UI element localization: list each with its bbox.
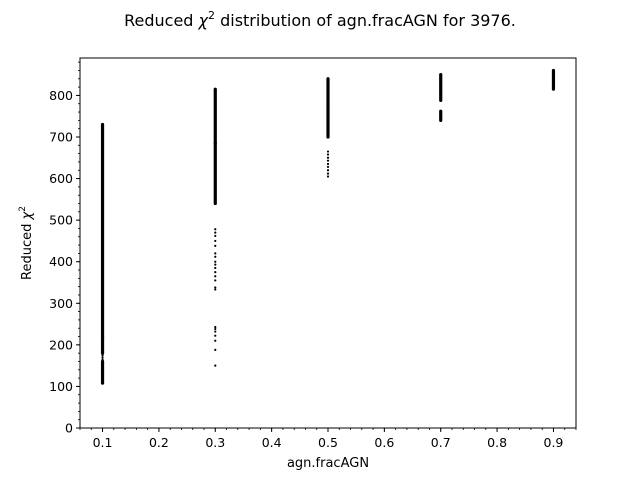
data-point: [326, 150, 330, 153]
data-point: [326, 159, 330, 162]
data-point: [214, 275, 217, 278]
x-tick-label: 0.8: [487, 435, 507, 450]
data-point: [214, 334, 217, 337]
data-point: [214, 239, 217, 243]
x-tick-label: 0.6: [374, 435, 394, 450]
data-point: [101, 359, 104, 362]
y-tick-label: 100: [49, 379, 73, 394]
data-point: [326, 162, 330, 166]
data-point: [326, 172, 330, 175]
data-point: [326, 153, 330, 156]
data-point: [214, 266, 217, 270]
y-tick-label: 600: [49, 171, 73, 186]
data-point: [101, 372, 104, 376]
data-point: [214, 271, 217, 274]
data-point: [214, 228, 217, 231]
data-point: [326, 156, 330, 159]
data-point: [214, 348, 217, 351]
y-tick-label: 700: [49, 129, 73, 144]
y-tick-label: 300: [49, 296, 73, 311]
x-tick-label: 0.4: [262, 435, 282, 450]
data-point: [214, 339, 217, 342]
data-point: [101, 369, 104, 372]
x-tick-label: 0.1: [93, 435, 113, 450]
data-point: [326, 169, 330, 172]
data-point: [214, 286, 217, 289]
data-point: [214, 234, 217, 238]
y-tick-label: 500: [49, 213, 73, 228]
data-point: [101, 352, 104, 356]
data-point: [214, 327, 217, 331]
axis-ticks: 0.1 0.2 0.3 0.4 0.5 0.6 0.7 0.8 0.9 0 100 200 300 400…: [49, 61, 577, 450]
x-axis-label: agn.fracAGN: [287, 456, 369, 471]
data-point: [214, 244, 217, 248]
data-point: [214, 260, 217, 263]
plot-area: [100, 68, 556, 385]
y-tick-label: 400: [49, 254, 73, 269]
data-point: [214, 364, 217, 367]
x-tick-label: 0.9: [544, 435, 564, 450]
data-point: [214, 255, 217, 258]
data-point: [214, 279, 217, 282]
data-point: [326, 175, 330, 178]
data-point: [214, 325, 217, 329]
data-point: [101, 375, 104, 378]
data-point: [214, 330, 217, 333]
x-tick-label: 0.3: [205, 435, 225, 450]
data-point: [101, 356, 104, 359]
x-tick-label: 0.2: [149, 435, 169, 450]
data-point: [326, 165, 330, 169]
y-tick-label: 200: [49, 337, 73, 352]
chart-title: Reduced χ2 distribution of agn.fracAGN f…: [124, 9, 516, 30]
y-tick-label: 800: [49, 88, 73, 103]
data-point: [214, 231, 217, 234]
data-point: [214, 252, 217, 255]
y-axis-label: Reduced χ2: [18, 206, 35, 280]
data-point: [214, 288, 217, 291]
x-tick-label: 0.5: [318, 435, 338, 450]
x-tick-label: 0.7: [431, 435, 451, 450]
y-tick-label: 0: [65, 421, 73, 436]
data-point: [214, 263, 217, 266]
